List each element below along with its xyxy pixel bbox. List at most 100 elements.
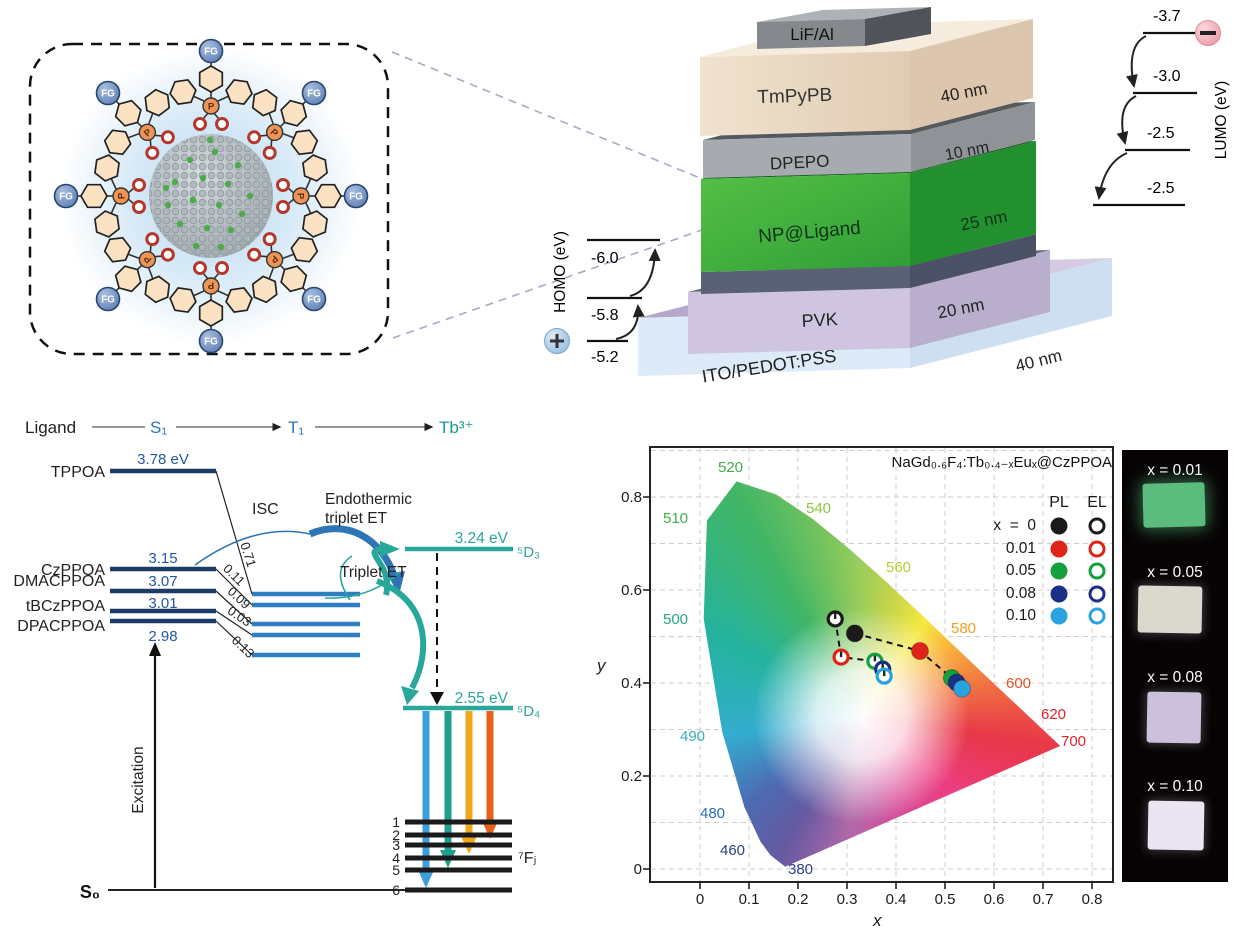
excitation-label: Excitation — [130, 746, 147, 813]
device-photo — [1146, 691, 1202, 744]
wavelength-490: 490 — [680, 728, 706, 745]
endothermic-label-2: triplet ET — [325, 510, 388, 527]
endothermic-label-1: Endothermic — [325, 491, 412, 508]
fj-levels: 1 2 3 4 5 6 ⁷Fⱼ — [392, 814, 536, 898]
y-tick: 0 — [633, 861, 642, 878]
fg-circle — [198, 38, 224, 64]
legend-row: 0.05 — [968, 560, 1118, 583]
wavelength-480: 480 — [700, 805, 726, 822]
wavelength-380: 380 — [788, 861, 814, 878]
y-tick: 0.2 — [621, 768, 642, 785]
wavelength-510: 510 — [663, 510, 689, 527]
y-tick: 0.4 — [621, 675, 642, 692]
pl-marker — [1050, 562, 1068, 580]
nanoparticle-inset: P FG FG FG FG FG FG FG F — [28, 38, 390, 356]
fg-circle — [301, 80, 327, 106]
fj-index: 1 — [392, 814, 400, 830]
cie-legend: PL EL x = 0 0.01 0.05 0.08 0.10 — [968, 494, 1118, 628]
diagram-header: Ligand S₁ T₁ Tb³⁺ — [25, 418, 473, 437]
fj-index: 4 — [392, 850, 400, 866]
lumo-ladder: -3.7 -3.0 -2.5 -2.5 LUMO (eV) — [1093, 8, 1230, 207]
header-acceptor: Tb³⁺ — [439, 418, 473, 437]
header-t1: T₁ — [288, 418, 304, 437]
fj-term: ⁷Fⱼ — [518, 850, 536, 867]
lumo-value: -2.5 — [1147, 125, 1175, 142]
device-stack: ITO/PEDOT:PSS 40 nm PVK 20 nm NP@Ligand … — [391, 7, 1230, 387]
legend-row: 0.10 — [968, 605, 1118, 628]
wavelength-700: 700 — [1061, 733, 1087, 750]
ligand-energy: 3.15 — [148, 550, 177, 567]
fj-index: 3 — [392, 837, 400, 853]
layer-thickness: 40 nm — [1013, 346, 1063, 376]
x-tick: 0.7 — [1032, 891, 1054, 908]
fg-label: FG — [307, 89, 321, 100]
legend-row: 0.08 — [968, 583, 1118, 606]
lumo-value: -3.7 — [1153, 8, 1181, 25]
ground-label: S₀ — [80, 882, 100, 902]
fg-label: FG — [307, 295, 321, 306]
el-marker — [1088, 562, 1106, 580]
fg-circle — [95, 286, 121, 312]
d4-energy: 2.55 eV — [455, 690, 509, 707]
ligand-energy: 2.98 — [148, 628, 177, 645]
layer-name: PVK — [801, 309, 838, 331]
legend-label: 0.05 — [1005, 562, 1036, 580]
ligand-name: DPACPPOA — [17, 618, 105, 635]
legend-label: 0.10 — [1005, 607, 1036, 625]
EL-point — [826, 610, 844, 628]
x-tick: 0.4 — [885, 891, 907, 908]
wavelength-460: 460 — [720, 842, 746, 859]
homo-value: -5.2 — [591, 349, 619, 366]
EL-connector — [834, 618, 886, 677]
ground-state: S₀ — [80, 882, 405, 902]
fj-index: 5 — [392, 862, 400, 878]
t1-levels — [252, 591, 360, 658]
hole-hop-arrow — [615, 304, 645, 340]
header-ligand: Ligand — [25, 418, 76, 437]
header-s1: S₁ — [150, 418, 167, 437]
device-photo — [1142, 482, 1206, 528]
lumo-value: -2.5 — [1147, 180, 1175, 197]
device-photos-panel: x = 0.01 x = 0.05 x = 0.08 x = 0.10 — [1122, 450, 1228, 882]
layer-spacer — [701, 234, 1036, 294]
lumo-axis-label: LUMO (eV) — [1213, 81, 1230, 159]
energy-transfer-diagram: Ligand S₁ T₁ Tb³⁺ TPPOA CzPPOA DMACPPOA … — [13, 418, 540, 902]
device-photo — [1137, 585, 1203, 634]
homo-ladder: -6.0 -5.8 -5.2 HOMO (eV) — [544, 231, 661, 366]
isc-connectors: 0.71 0.11 0.09 0.03 0.13 — [215, 470, 259, 661]
fg-label: FG — [349, 192, 363, 203]
y-tick: 0.8 — [621, 489, 642, 506]
legend-row: x = 0 — [968, 515, 1118, 538]
wavelength-600: 600 — [1006, 675, 1032, 692]
legend-col-pl: PL — [1049, 494, 1069, 511]
electron-hop-arrow — [1125, 35, 1147, 88]
pl-marker — [1050, 607, 1068, 625]
el-marker — [1088, 540, 1106, 558]
photo-label: x = 0.05 — [1147, 564, 1203, 581]
emission-arrows — [418, 711, 498, 888]
legend-label: 0.01 — [1005, 539, 1036, 557]
wavelength-520: 520 — [718, 459, 744, 476]
ligand-energy: 3.07 — [148, 573, 177, 590]
x-tick: 0.3 — [836, 891, 858, 908]
electron-hop-arrow — [1116, 95, 1137, 145]
isc-label: ISC — [252, 501, 279, 518]
ligand-energy: 3.01 — [148, 595, 177, 612]
fg-label: FG — [101, 89, 115, 100]
ligand-name: tBCzPPOA — [26, 598, 105, 615]
wavelength-560: 560 — [886, 559, 912, 576]
wavelength-580: 580 — [951, 620, 977, 637]
PL-connector — [854, 632, 963, 690]
fg-circle — [301, 286, 327, 312]
homo-value: -6.0 — [591, 250, 619, 267]
d3-d4-relaxation-arrow — [430, 553, 444, 705]
lumo-value: -3.0 — [1153, 68, 1181, 85]
x-tick: 0.2 — [787, 891, 809, 908]
x-axis-label: x — [873, 911, 882, 930]
layer-lif-al: LiF/Al — [757, 7, 931, 49]
PL-point — [910, 642, 929, 661]
legend-header: PL EL — [968, 494, 1118, 515]
legend-label: 0.08 — [1005, 584, 1036, 602]
ligand-name: DMACPPOA — [13, 573, 105, 590]
